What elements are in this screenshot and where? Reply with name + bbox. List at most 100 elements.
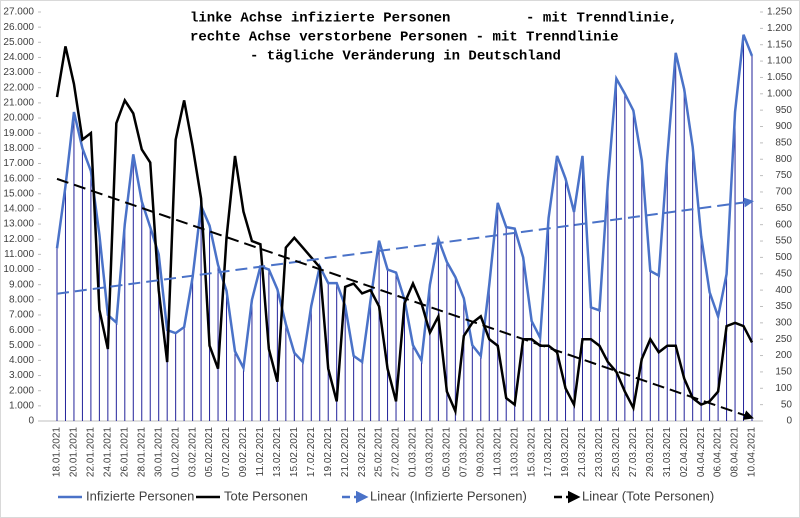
x-tick-label: 06.04.2021 [713,427,724,477]
x-tick-label: 09.02.2021 [238,427,249,477]
y-tick-label: 1.000 [9,400,34,411]
x-tick-label: 23.03.2021 [594,427,605,477]
x-tick-label: 11.02.2021 [255,427,266,477]
legend-label: Infizierte Personen [86,488,194,503]
x-tick-label: 29.03.2021 [645,427,656,477]
x-tick-label: 19.03.2021 [560,427,571,477]
x-tick-label: 20.01.2021 [69,427,80,477]
x-tick-label: 13.03.2021 [509,427,520,477]
legend-label: Linear (Tote Personen) [582,488,714,503]
y2-tick-label: 450 [775,268,792,279]
x-tick-label: 03.03.2021 [425,427,436,477]
x-tick-label: 13.02.2021 [272,427,283,477]
x-tick-label: 08.04.2021 [730,427,741,477]
series-line [55,46,754,416]
y2-tick-label: 800 [775,154,792,165]
x-tick-label: 09.03.2021 [475,427,486,477]
y2-tick-label: 1.250 [767,7,792,18]
y2-tick-label: 400 [775,285,792,296]
x-tick-label: 18.01.2021 [52,427,63,477]
y-tick-label: 12.000 [3,234,34,245]
chart-title: - tägliche Veränderung in Deutschland [250,49,561,65]
x-tick-label: 04.04.2021 [696,427,707,477]
x-tick-label: 15.02.2021 [289,427,300,477]
y2-tick-label: 0 [786,416,792,427]
x-tick-label: 27.03.2021 [628,427,639,477]
y2-tick-label: 1.000 [767,88,792,99]
x-tick-label: 21.03.2021 [577,427,588,477]
y-tick-label: 10.000 [3,264,34,275]
y2-tick-label: 1.200 [767,23,792,34]
y2-tick-label: 1.050 [767,72,792,83]
y-tick-label: 11.000 [4,249,34,260]
y2-tick-label: 900 [775,121,792,132]
y-tick-label: 21.000 [3,98,34,109]
chart-title: rechte Achse verstorbene Personen - mit … [190,30,618,46]
x-tick-label: 11.03.2021 [492,427,503,477]
y2-tick-label: 1.150 [767,39,792,50]
x-tick-label: 19.02.2021 [323,427,334,477]
x-tick-label: 01.02.2021 [170,427,181,477]
y-tick-label: 6.000 [9,325,34,336]
y2-tick-label: 50 [781,399,793,410]
y-tick-label: 22.000 [3,82,34,93]
x-tick-label: 17.02.2021 [306,427,317,477]
legend-label: Linear (Infizierte Personen) [370,488,527,503]
x-tick-label: 24.01.2021 [102,427,113,477]
x-tick-label: 07.02.2021 [221,427,232,477]
series-line [55,34,754,373]
x-tick-label: 02.04.2021 [679,427,690,477]
y2-tick-label: 250 [775,334,792,345]
y-tick-label: 5.000 [9,340,34,351]
y-tick-label: 24.000 [3,52,34,63]
y-tick-label: 4.000 [9,355,34,366]
y-tick-label: 7.000 [9,310,34,321]
x-tick-label: 30.01.2021 [153,427,164,477]
x-tick-label: 05.02.2021 [204,427,215,477]
y-tick-label: 27.000 [3,7,34,18]
x-tick-label: 07.03.2021 [458,427,469,477]
x-tick-label: 27.02.2021 [391,427,402,477]
y2-tick-label: 850 [775,138,792,149]
y2-tick-label: 950 [775,105,792,116]
trend-line [56,197,754,295]
legend-label: Tote Personen [224,488,308,503]
x-tick-label: 17.03.2021 [543,427,554,477]
y-tick-label: 0 [28,416,34,427]
y-tick-label: 2.000 [9,385,34,396]
y2-tick-label: 700 [775,187,792,198]
y-tick-label: 19.000 [3,128,34,139]
y-tick-label: 23.000 [3,67,34,78]
x-tick-label: 31.03.2021 [662,427,673,477]
x-tick-label: 21.02.2021 [340,427,351,477]
x-tick-label: 26.01.2021 [119,427,130,477]
y2-tick-label: 1.100 [767,56,792,67]
x-tick-label: 23.02.2021 [357,427,368,477]
x-tick-label: 25.03.2021 [611,427,622,477]
x-tick-label: 28.01.2021 [136,427,147,477]
y-tick-label: 18.000 [3,143,34,154]
y-tick-label: 13.000 [3,219,34,230]
y-tick-label: 20.000 [3,113,34,124]
x-tick-label: 10.04.2021 [747,427,758,477]
x-tick-label: 01.03.2021 [408,427,419,477]
y-tick-label: 25.000 [3,37,34,48]
y-tick-label: 14.000 [3,204,34,215]
y-tick-label: 17.000 [3,158,34,169]
y2-tick-label: 650 [775,203,792,214]
x-tick-label: 25.02.2021 [374,427,385,477]
y2-tick-label: 200 [775,350,792,361]
y2-tick-label: 350 [775,301,792,312]
x-tick-label: 15.03.2021 [526,427,537,477]
y-tick-label: 15.000 [3,188,34,199]
y-tick-label: 16.000 [3,173,34,184]
trend-line [56,177,754,420]
chart-title: linke Achse infizierte Personen - mit Tr… [190,11,677,27]
x-tick-label: 05.03.2021 [442,427,453,477]
y-tick-label: 3.000 [9,370,34,381]
y2-tick-label: 600 [775,219,792,230]
y2-tick-label: 750 [775,170,792,181]
x-tick-label: 22.01.2021 [86,427,97,477]
y2-tick-label: 150 [775,367,792,378]
